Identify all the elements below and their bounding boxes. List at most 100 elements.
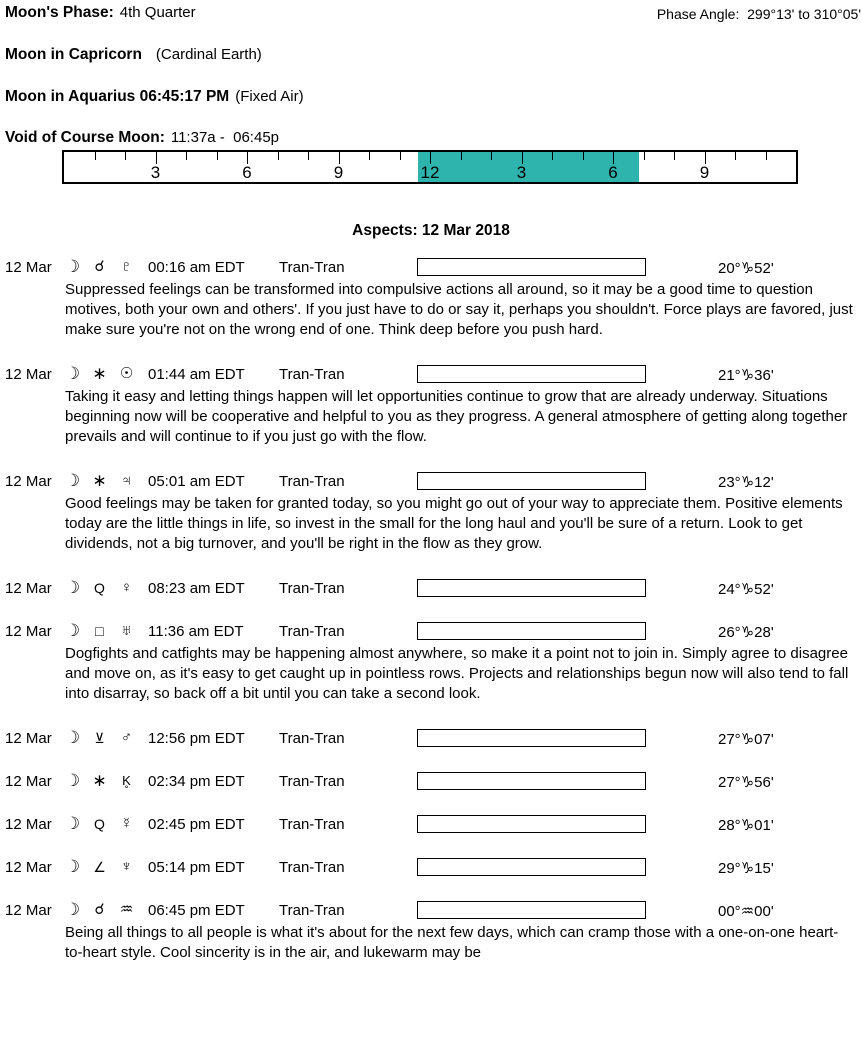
aspect-degree: 26°♑28' — [718, 624, 774, 641]
hour-tick — [643, 152, 645, 160]
moon-phase-value: 4th Quarter — [119, 4, 196, 21]
quintile-icon: Q — [94, 816, 105, 832]
aspect-date: 12 Mar — [5, 902, 52, 919]
hour-tick — [735, 152, 736, 160]
sextile-icon: ∗ — [92, 364, 107, 383]
aspect-degree: 21°♑36' — [718, 367, 774, 384]
moon-icon: ☽ — [64, 364, 81, 383]
aspect-time: 12:56 pm EDT — [148, 730, 245, 747]
aspect-glyphs: ☽ ∗ K̥ — [59, 772, 140, 790]
aspect-time: 02:34 pm EDT — [148, 773, 245, 790]
aspect-block: 12 Mar ☽ Q ♀ 08:23 am EDT Tran-Tran 24°♑52… — [0, 579, 862, 599]
hour-tick — [277, 152, 279, 160]
aspect-description: Good feelings may be taken for granted t… — [65, 495, 843, 552]
void-region — [418, 152, 640, 182]
voc-ruler: 3 6 9 12 3 6 9 — [62, 150, 798, 184]
aspect-time: 00:16 am EDT — [148, 259, 245, 276]
hour-tick — [94, 152, 96, 160]
aspect-glyphs: ☽ ∗ ♃ — [59, 472, 140, 490]
hour-tick — [125, 152, 126, 160]
aspect-time: 01:44 am EDT — [148, 366, 245, 383]
hour-tick — [369, 152, 370, 160]
hour-tick — [582, 152, 584, 160]
aspect-row: 12 Mar ☽ ∗ ☉ 01:44 am EDT Tran-Tran 21°♑36… — [0, 364, 862, 385]
aspects-title: Aspects: 12 Mar 2018 — [352, 222, 510, 239]
aspect-date: 12 Mar — [5, 259, 52, 276]
moon-icon: ☽ — [64, 257, 81, 276]
aspect-block: 12 Mar ☽ ∗ ♃ 05:01 am EDT Tran-Tran 23°♑12… — [0, 472, 862, 554]
aspect-glyphs: ☽ Q ♀ — [59, 579, 140, 597]
hour-tick — [247, 152, 248, 164]
aspect-type: Tran-Tran — [279, 473, 345, 490]
square-icon: □ — [95, 623, 104, 639]
aspect-type: Tran-Tran — [279, 259, 345, 276]
ruler-hour-label: 9 — [699, 163, 710, 182]
aspect-block: 12 Mar ☽ ☌ ♇ 00:16 am EDT Tran-Tran 20°♑52… — [0, 258, 862, 340]
hour-tick — [460, 152, 462, 160]
aspect-date: 12 Mar — [5, 816, 52, 833]
aspect-list: 12 Mar ☽ ☌ ♇ 00:16 am EDT Tran-Tran 20°♑52… — [0, 258, 862, 963]
ruler-hour-label: 12 — [420, 163, 440, 182]
ruler-hour-label: 6 — [608, 163, 618, 182]
aspect-description: Suppressed feelings can be transformed i… — [65, 281, 853, 338]
jupiter-icon: ♃ — [120, 472, 133, 489]
aspect-description: Taking it easy and letting things happen… — [65, 388, 848, 445]
aspect-glyphs: ☽ Q ☿ — [59, 815, 140, 833]
aspect-type: Tran-Tran — [279, 366, 345, 383]
moon-sign-next: Moon in Aquarius 06:45:17 PM — [5, 88, 230, 105]
hour-tick — [613, 152, 614, 164]
chiron-icon: K̥ — [122, 773, 131, 788]
orb-progress-bar — [417, 365, 646, 383]
orb-progress-bar — [417, 258, 646, 276]
aspect-type: Tran-Tran — [279, 730, 345, 747]
orb-progress-bar — [417, 901, 646, 919]
hour-tick — [155, 152, 157, 164]
hour-tick — [765, 152, 767, 160]
aspect-row: 12 Mar ☽ ☌ ♇ 00:16 am EDT Tran-Tran 20°♑52… — [0, 257, 862, 278]
aspect-type: Tran-Tran — [279, 623, 345, 640]
aspect-block: 12 Mar ☽ ☌ ♒ 06:45 pm EDT Tran-Tran 00°♒00… — [0, 901, 862, 963]
orb-progress-bar — [417, 729, 646, 747]
aspect-time: 06:45 pm EDT — [148, 902, 245, 919]
conjunction-icon: ☌ — [94, 258, 105, 275]
conjunction-icon: ☌ — [94, 901, 105, 918]
aspect-row: 12 Mar ☽ ⊻ ♂ 12:56 pm EDT Tran-Tran 27°♑07… — [0, 729, 862, 749]
hour-tick — [216, 152, 218, 160]
quintile-icon: Q — [94, 580, 105, 596]
orb-progress-bar — [417, 772, 646, 790]
aspect-type: Tran-Tran — [279, 773, 345, 790]
aspect-date: 12 Mar — [5, 773, 52, 790]
sun-icon: ☉ — [119, 365, 134, 382]
moon-sign-current: Moon in Capricorn — [5, 46, 142, 63]
sextile-icon: ∗ — [92, 771, 107, 790]
aspect-block: 12 Mar ☽ ∗ K̥ 02:34 pm EDT Tran-Tran 27°♑5… — [0, 772, 862, 792]
moon-icon: ☽ — [64, 814, 81, 833]
moon-sign-current-line: Moon in Capricorn (Cardinal Earth) — [5, 46, 262, 64]
ruler-hour-label: 6 — [242, 163, 252, 182]
aspect-row: 12 Mar ☽ □ ♅ 11:36 am EDT Tran-Tran 26°♑28… — [0, 622, 862, 642]
hour-tick — [308, 152, 309, 160]
aspect-block: 12 Mar ☽ ⊻ ♂ 12:56 pm EDT Tran-Tran 27°♑07… — [0, 729, 862, 749]
aspect-block: 12 Mar ☽ □ ♅ 11:36 am EDT Tran-Tran 26°♑28… — [0, 622, 862, 704]
hour-tick — [430, 152, 431, 164]
aspect-description: Dogfights and catfights may be happening… — [65, 645, 849, 702]
venus-icon: ♀ — [120, 579, 133, 596]
hour-tick — [186, 152, 187, 160]
voc-label: Void of Course Moon: — [5, 129, 165, 146]
aspect-type: Tran-Tran — [279, 902, 345, 919]
aspect-glyphs: ☽ ⊻ ♂ — [59, 729, 140, 747]
aspect-glyphs: ☽ ∠ ♆ — [59, 858, 140, 876]
aspect-date: 12 Mar — [5, 623, 52, 640]
aspect-time: 05:14 pm EDT — [148, 859, 245, 876]
ruler-hour-label: 9 — [333, 163, 344, 182]
moon-icon: ☽ — [64, 771, 81, 790]
aspect-time: 11:36 am EDT — [148, 623, 244, 640]
aspect-glyphs: ☽ ☌ ♒ — [59, 901, 140, 919]
mars-icon: ♂ — [120, 729, 133, 746]
aspect-date: 12 Mar — [5, 473, 52, 490]
aspect-degree: 00°♒00' — [718, 903, 774, 920]
moon-sign-next-line: Moon in Aquarius 06:45:17 PM (Fixed Air) — [5, 88, 304, 106]
aspect-time: 05:01 am EDT — [148, 473, 245, 490]
aspect-row: 12 Mar ☽ Q ♀ 08:23 am EDT Tran-Tran 24°♑52… — [0, 579, 862, 599]
aspects-section: Aspects: 12 Mar 2018 12 Mar ☽ ☌ ♇ 00:16 am… — [0, 222, 862, 988]
